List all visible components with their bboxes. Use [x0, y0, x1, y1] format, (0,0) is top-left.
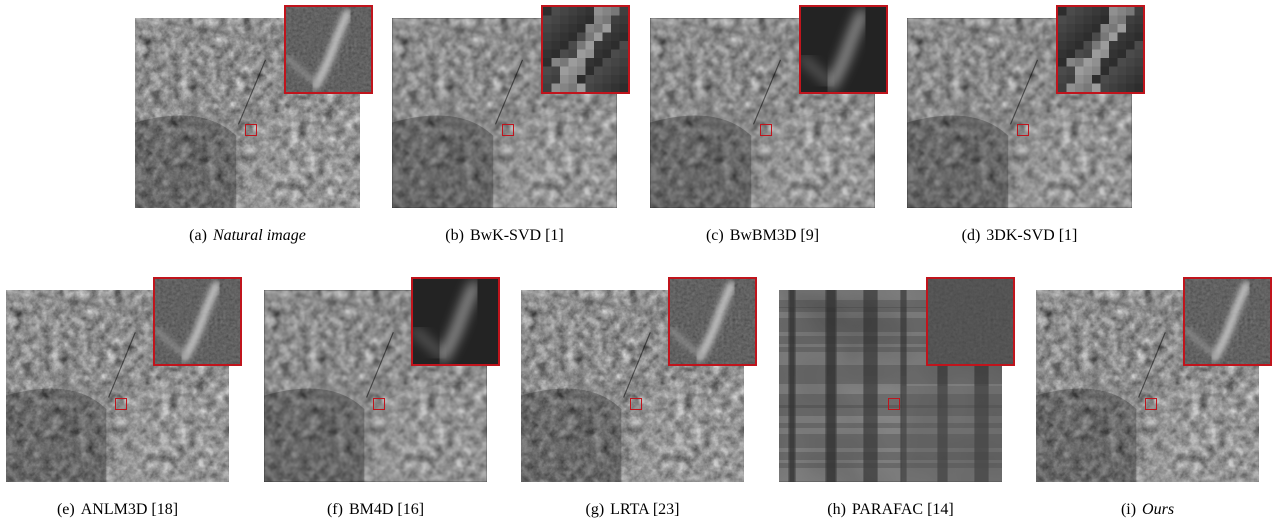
panel-caption: (b) BwK-SVD [1] — [392, 226, 617, 246]
roi-marker — [1017, 124, 1029, 136]
roi-marker — [245, 124, 257, 136]
zoom-inset — [284, 5, 373, 94]
citation-ref: [14] — [927, 501, 954, 518]
zoom-inset — [1183, 277, 1272, 366]
panel-caption: (f) BM4D [16] — [264, 500, 487, 520]
method-name: ANLM3D — [80, 501, 148, 518]
panel-caption: (h) PARAFAC [14] — [779, 500, 1002, 520]
panel-letter: (b) — [445, 227, 464, 244]
roi-marker — [888, 398, 900, 410]
panel-letter: (f) — [326, 501, 343, 518]
zoom-inset — [799, 5, 888, 94]
panel-letter: (h) — [827, 501, 846, 518]
zoom-inset — [541, 5, 630, 94]
method-name: BwK-SVD — [469, 227, 542, 244]
citation-ref: [18] — [151, 501, 179, 518]
roi-marker — [373, 398, 385, 410]
method-name: LRTA — [610, 501, 649, 518]
method-name: PARAFAC — [851, 501, 924, 518]
citation-ref: [1] — [545, 227, 564, 244]
zoom-inset — [1056, 5, 1145, 94]
panel-caption: (g) LRTA [23] — [521, 500, 744, 520]
zoom-inset — [926, 277, 1015, 366]
method-name: Natural image — [212, 227, 306, 244]
roi-marker — [1145, 398, 1157, 410]
panel-letter: (a) — [189, 227, 207, 244]
panel-letter: (d) — [961, 227, 981, 244]
panel-caption: (c) BwBM3D [9] — [650, 226, 875, 246]
method-name: BwBM3D — [729, 227, 797, 244]
result-image — [907, 18, 1132, 208]
panel-caption: (i) Ours — [1036, 500, 1259, 520]
panel-caption: (d) 3DK-SVD [1] — [907, 226, 1132, 246]
method-name: BM4D — [348, 501, 394, 518]
panel-letter: (g) — [585, 501, 605, 518]
roi-marker — [760, 124, 772, 136]
method-name: Ours — [1142, 501, 1175, 518]
zoom-inset — [153, 277, 242, 366]
panel-caption: (e) ANLM3D [18] — [6, 500, 229, 520]
method-name: 3DK-SVD — [986, 227, 1055, 244]
zoom-inset — [411, 277, 500, 366]
roi-marker — [502, 124, 514, 136]
citation-ref: [16] — [397, 501, 425, 518]
citation-ref: [23] — [652, 501, 680, 518]
panel-letter: (i) — [1120, 501, 1137, 518]
roi-marker — [115, 398, 127, 410]
result-image — [264, 290, 487, 482]
zoom-inset — [668, 277, 757, 366]
citation-ref: [9] — [800, 227, 820, 244]
panel-caption: (a) Natural image — [135, 226, 360, 246]
panel-letter: (e) — [56, 501, 75, 518]
roi-marker — [630, 398, 642, 410]
panel-letter: (c) — [705, 227, 724, 244]
result-image — [6, 290, 229, 482]
citation-ref: [1] — [1058, 227, 1078, 244]
